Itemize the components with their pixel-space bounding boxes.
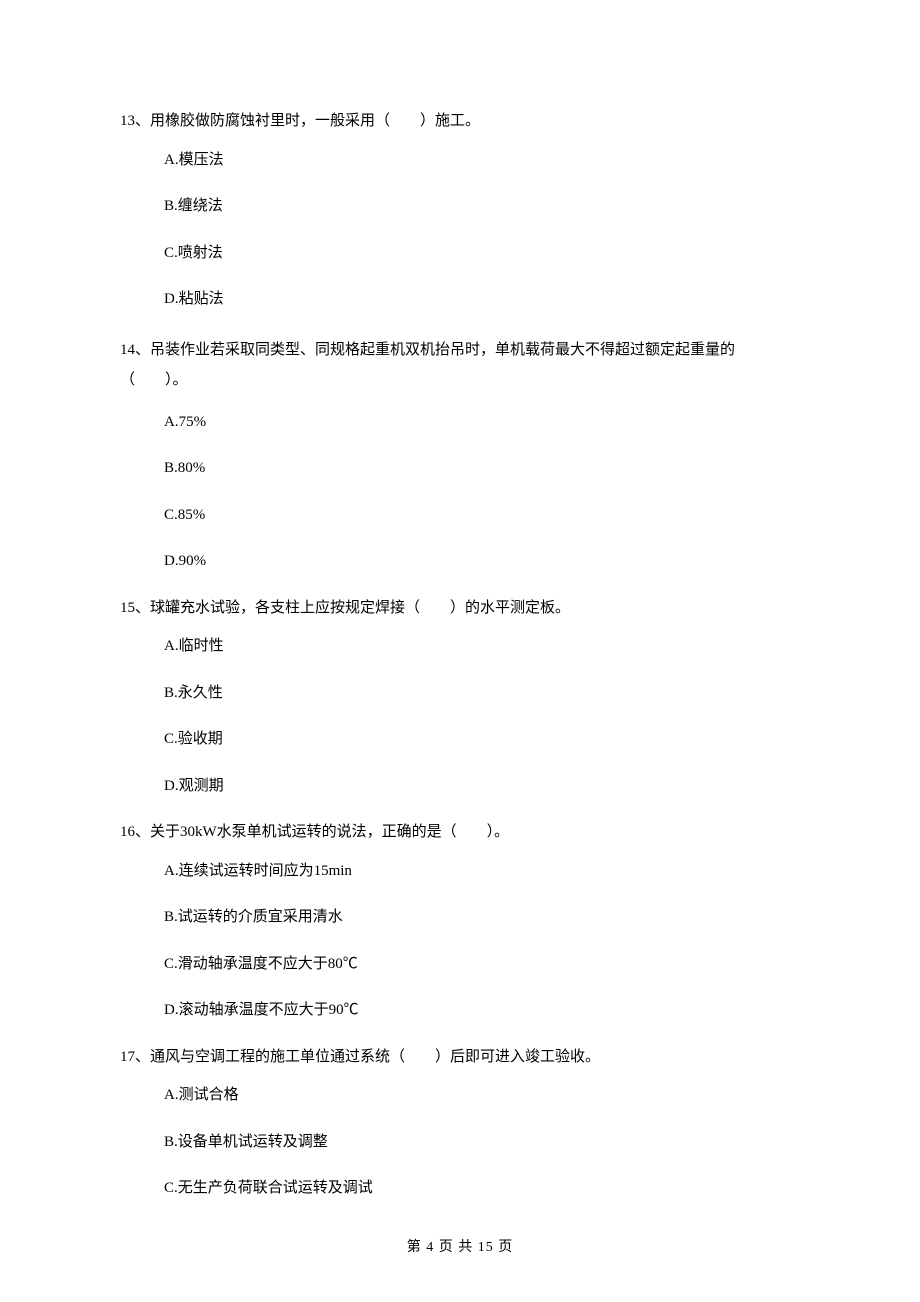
option: C.滑动轴承温度不应大于80℃	[164, 953, 800, 976]
question-15-stem: 15、球罐充水试验，各支柱上应按规定焊接（ ）的水平测定板。	[120, 597, 800, 620]
option: C.验收期	[164, 728, 800, 751]
option: B.设备单机试运转及调整	[164, 1131, 800, 1154]
option: A.临时性	[164, 635, 800, 658]
question-17-stem: 17、通风与空调工程的施工单位通过系统（ ）后即可进入竣工验收。	[120, 1046, 800, 1069]
question-14-options: A.75% B.80% C.85% D.90%	[120, 411, 800, 573]
question-15-options: A.临时性 B.永久性 C.验收期 D.观测期	[120, 635, 800, 797]
option: D.滚动轴承温度不应大于90℃	[164, 999, 800, 1022]
page-content: 13、用橡胶做防腐蚀衬里时，一般采用（ ）施工。 A.模压法 B.缠绕法 C.喷…	[0, 0, 920, 1200]
option: B.缠绕法	[164, 195, 800, 218]
question-17-options: A.测试合格 B.设备单机试运转及调整 C.无生产负荷联合试运转及调试	[120, 1084, 800, 1200]
option: D.粘贴法	[164, 288, 800, 311]
question-16-stem: 16、关于30kW水泵单机试运转的说法，正确的是（ ）。	[120, 821, 800, 844]
option: B.80%	[164, 457, 800, 480]
question-13-options: A.模压法 B.缠绕法 C.喷射法 D.粘贴法	[120, 149, 800, 311]
option: C.85%	[164, 504, 800, 527]
option: A.75%	[164, 411, 800, 434]
option: A.连续试运转时间应为15min	[164, 860, 800, 883]
question-13-stem: 13、用橡胶做防腐蚀衬里时，一般采用（ ）施工。	[120, 110, 800, 133]
option: C.喷射法	[164, 242, 800, 265]
page-footer: 第 4 页 共 15 页	[0, 1237, 920, 1258]
option: B.试运转的介质宜采用清水	[164, 906, 800, 929]
option: A.模压法	[164, 149, 800, 172]
option: D.观测期	[164, 775, 800, 798]
option: D.90%	[164, 550, 800, 573]
question-14-stem: 14、吊装作业若采取同类型、同规格起重机双机抬吊时，单机载荷最大不得超过额定起重…	[120, 335, 800, 395]
question-16-options: A.连续试运转时间应为15min B.试运转的介质宜采用清水 C.滑动轴承温度不…	[120, 860, 800, 1022]
option: C.无生产负荷联合试运转及调试	[164, 1177, 800, 1200]
option: B.永久性	[164, 682, 800, 705]
option: A.测试合格	[164, 1084, 800, 1107]
